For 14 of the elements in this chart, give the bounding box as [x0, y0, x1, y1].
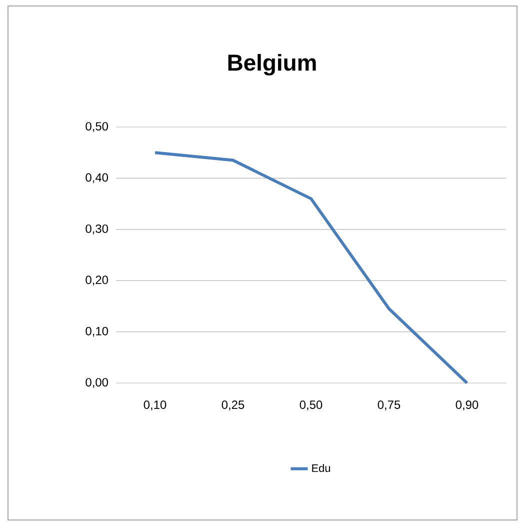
x-tick-label: 0,75 — [378, 400, 400, 410]
line-series — [154, 151, 468, 384]
y-tick-label: 0,50 — [86, 122, 108, 132]
chart-title: Belgium — [228, 54, 316, 76]
x-tick-label: 0,10 — [144, 400, 166, 410]
y-tick-label: 0,40 — [86, 173, 108, 184]
x-tick-label: 0,90 — [456, 400, 478, 410]
legend-label: Edu — [312, 464, 330, 472]
y-tick-label: 0,20 — [86, 276, 108, 286]
x-tick-label: 0,25 — [222, 400, 244, 410]
y-tick-label: 0,30 — [86, 224, 108, 234]
x-tick-label: 0,50 — [300, 400, 322, 410]
y-tick-label: 0,10 — [86, 326, 108, 337]
y-tick-label: 0,00 — [86, 378, 108, 388]
